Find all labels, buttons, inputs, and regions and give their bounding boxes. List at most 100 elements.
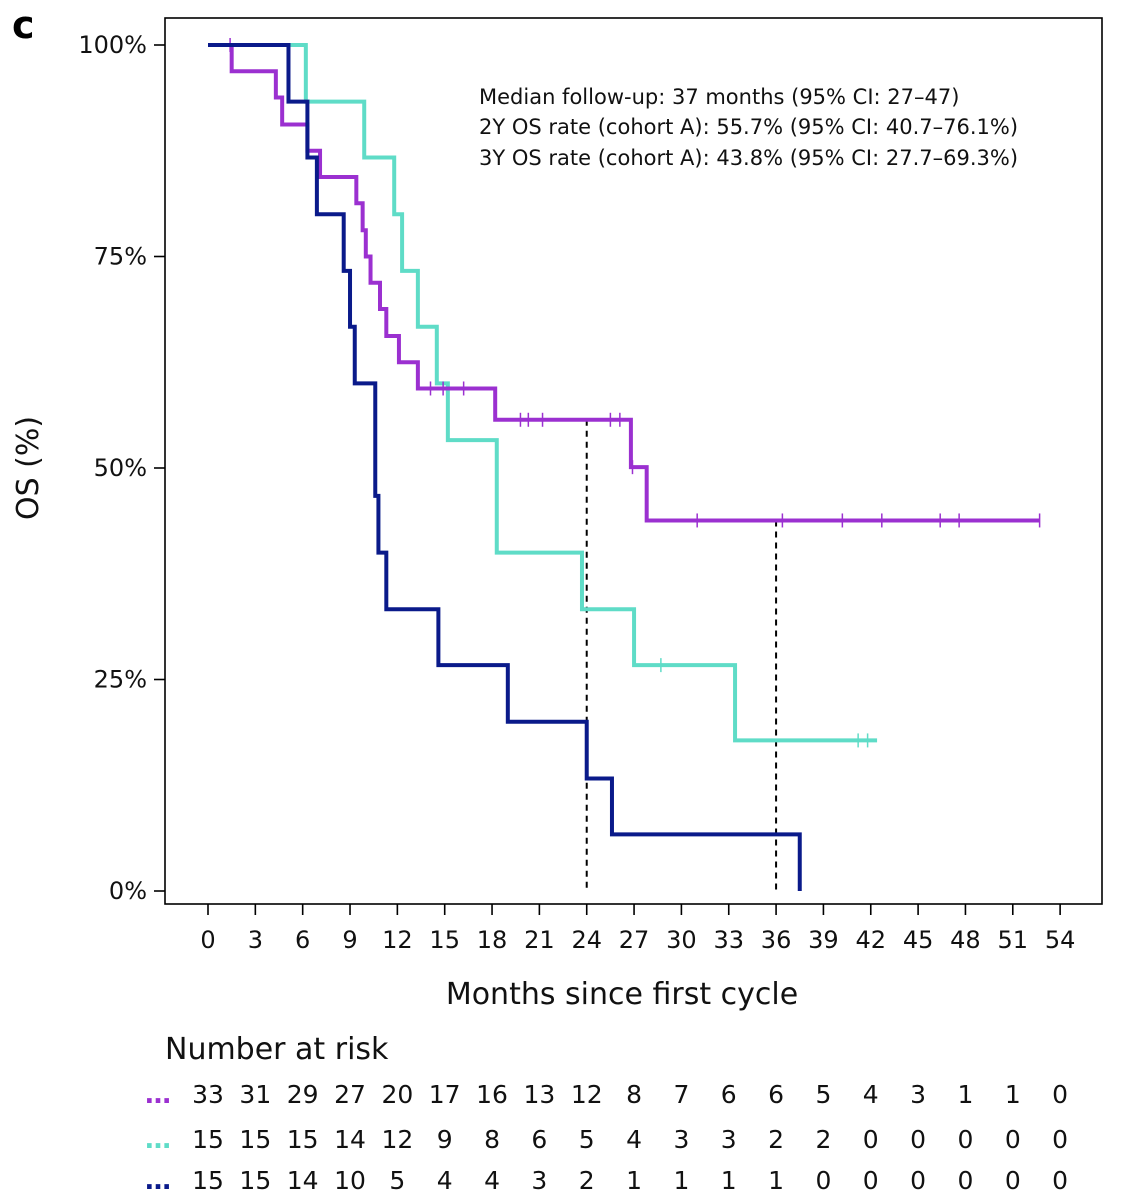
risk-table-cell: 5 (579, 1125, 595, 1154)
risk-table-cell: 0 (1052, 1125, 1068, 1154)
x-tick-label: 15 (429, 926, 460, 954)
risk-table-cell: 13 (523, 1080, 555, 1109)
x-tick-label: 30 (666, 926, 697, 954)
y-tick-label: 0% (109, 877, 147, 905)
risk-table-cell: 29 (287, 1080, 319, 1109)
risk-table-cell: 0 (910, 1166, 926, 1195)
risk-table-cell: 0 (910, 1125, 926, 1154)
risk-table-cell: 2 (768, 1125, 784, 1154)
x-tick-label: 27 (619, 926, 650, 954)
annotation-3y-os-rate: 3Y OS rate (cohort A): 43.8% (95% CI: 27… (479, 146, 1018, 170)
risk-table-cell: 15 (239, 1125, 271, 1154)
risk-table-cell: 6 (768, 1080, 784, 1109)
risk-table-cell: 15 (287, 1125, 319, 1154)
risk-table-cell: 4 (626, 1125, 642, 1154)
risk-table-cell: 4 (863, 1080, 879, 1109)
x-tick-label: 18 (477, 926, 508, 954)
x-tick-label: 0 (200, 926, 215, 954)
risk-row-marker: … (145, 1166, 171, 1196)
x-tick-label: 48 (950, 926, 981, 954)
x-tick-label: 21 (524, 926, 555, 954)
reference-lines (585, 419, 778, 891)
risk-table-cell: 1 (673, 1166, 689, 1195)
risk-table-title: Number at risk (165, 1032, 389, 1067)
risk-row-marker: … (145, 1125, 171, 1155)
risk-table-cell: 0 (1052, 1080, 1068, 1109)
risk-table-cell: 0 (957, 1166, 973, 1195)
risk-table-cell: 0 (863, 1125, 879, 1154)
x-tick-label: 6 (295, 926, 310, 954)
risk-table-cell: 5 (389, 1166, 405, 1195)
risk-table-cell: 8 (626, 1080, 642, 1109)
risk-table-cell: 6 (721, 1080, 737, 1109)
risk-table-cell: 33 (192, 1080, 224, 1109)
risk-table-cell: 20 (381, 1080, 413, 1109)
risk-table-cell: 0 (1005, 1125, 1021, 1154)
risk-table-cell: 8 (484, 1125, 500, 1154)
risk-table-cell: 4 (484, 1166, 500, 1195)
risk-table-cell: 0 (957, 1125, 973, 1154)
risk-table-cell: 16 (476, 1080, 508, 1109)
risk-table-cell: 3 (673, 1125, 689, 1154)
risk-table-cell: 0 (815, 1166, 831, 1195)
x-tick-label: 33 (713, 926, 744, 954)
y-tick-label: 100% (78, 31, 147, 59)
survival-curves (208, 38, 1041, 891)
x-axis: 0 3 6 9 12 15 18 21 24 27 30 33 36 39 42 45 48 51 54 (200, 904, 1075, 954)
x-axis-title: Months since first cycle (446, 977, 798, 1012)
survival-curve-1 (208, 43, 878, 743)
risk-table-cell: 2 (579, 1166, 595, 1195)
survival-curve-2 (208, 43, 802, 891)
risk-table-cell: 0 (1005, 1166, 1021, 1195)
risk-table-cell: 2 (815, 1125, 831, 1154)
risk-table-cell: 4 (437, 1166, 453, 1195)
risk-table-cell: 14 (287, 1166, 319, 1195)
risk-table-cell: 1 (768, 1166, 784, 1195)
x-tick-label: 42 (855, 926, 886, 954)
x-tick-label: 39 (808, 926, 839, 954)
risk-table-cell: 6 (531, 1125, 547, 1154)
risk-table: … 33 31 29 27 20 17 16 13 12 8 7 6 6 5 4 3 1 1 0… 15 15 15 14 12… (145, 1080, 1068, 1196)
risk-table-cell: 5 (815, 1080, 831, 1109)
risk-table-cell: 15 (239, 1166, 271, 1195)
risk-table-cell: 1 (1005, 1080, 1021, 1109)
risk-table-cell: 1 (957, 1080, 973, 1109)
panel-label: c (12, 3, 35, 47)
risk-table-cell: 3 (531, 1166, 547, 1195)
risk-table-cell: 27 (334, 1080, 366, 1109)
x-tick-label: 36 (761, 926, 792, 954)
y-tick-label: 50% (94, 454, 147, 482)
annotation-median-follow-up: Median follow-up: 37 months (95% CI: 27–… (479, 85, 959, 109)
risk-table-cell: 1 (721, 1166, 737, 1195)
risk-table-cell: 0 (1052, 1166, 1068, 1195)
y-axis: 0% 25% 50% 75% 100% (78, 31, 165, 905)
risk-table-cell: 0 (863, 1166, 879, 1195)
risk-table-cell: 15 (192, 1166, 224, 1195)
risk-table-cell: 1 (626, 1166, 642, 1195)
y-tick-label: 75% (94, 243, 147, 271)
risk-table-cell: 12 (381, 1125, 413, 1154)
x-tick-label: 45 (903, 926, 934, 954)
risk-table-cell: 12 (571, 1080, 603, 1109)
annotations: Median follow-up: 37 months (95% CI: 27–… (479, 85, 1018, 170)
x-tick-label: 9 (342, 926, 357, 954)
risk-table-cell: 7 (673, 1080, 689, 1109)
x-tick-label: 12 (382, 926, 413, 954)
risk-table-cell: 31 (239, 1080, 271, 1109)
x-tick-label: 3 (248, 926, 263, 954)
annotation-2y-os-rate: 2Y OS rate (cohort A): 55.7% (95% CI: 40… (479, 115, 1018, 139)
x-tick-label: 51 (998, 926, 1029, 954)
x-tick-label: 24 (571, 926, 602, 954)
risk-table-cell: 14 (334, 1125, 366, 1154)
risk-table-cell: 3 (910, 1080, 926, 1109)
survival-curve-0 (208, 43, 1040, 523)
risk-table-cell: 10 (334, 1166, 366, 1195)
risk-table-cell: 15 (192, 1125, 224, 1154)
risk-table-cell: 17 (429, 1080, 461, 1109)
risk-table-cell: 9 (437, 1125, 453, 1154)
y-axis-title: OS (%) (11, 416, 46, 520)
x-tick-label: 54 (1045, 926, 1076, 954)
risk-table-cell: 3 (721, 1125, 737, 1154)
